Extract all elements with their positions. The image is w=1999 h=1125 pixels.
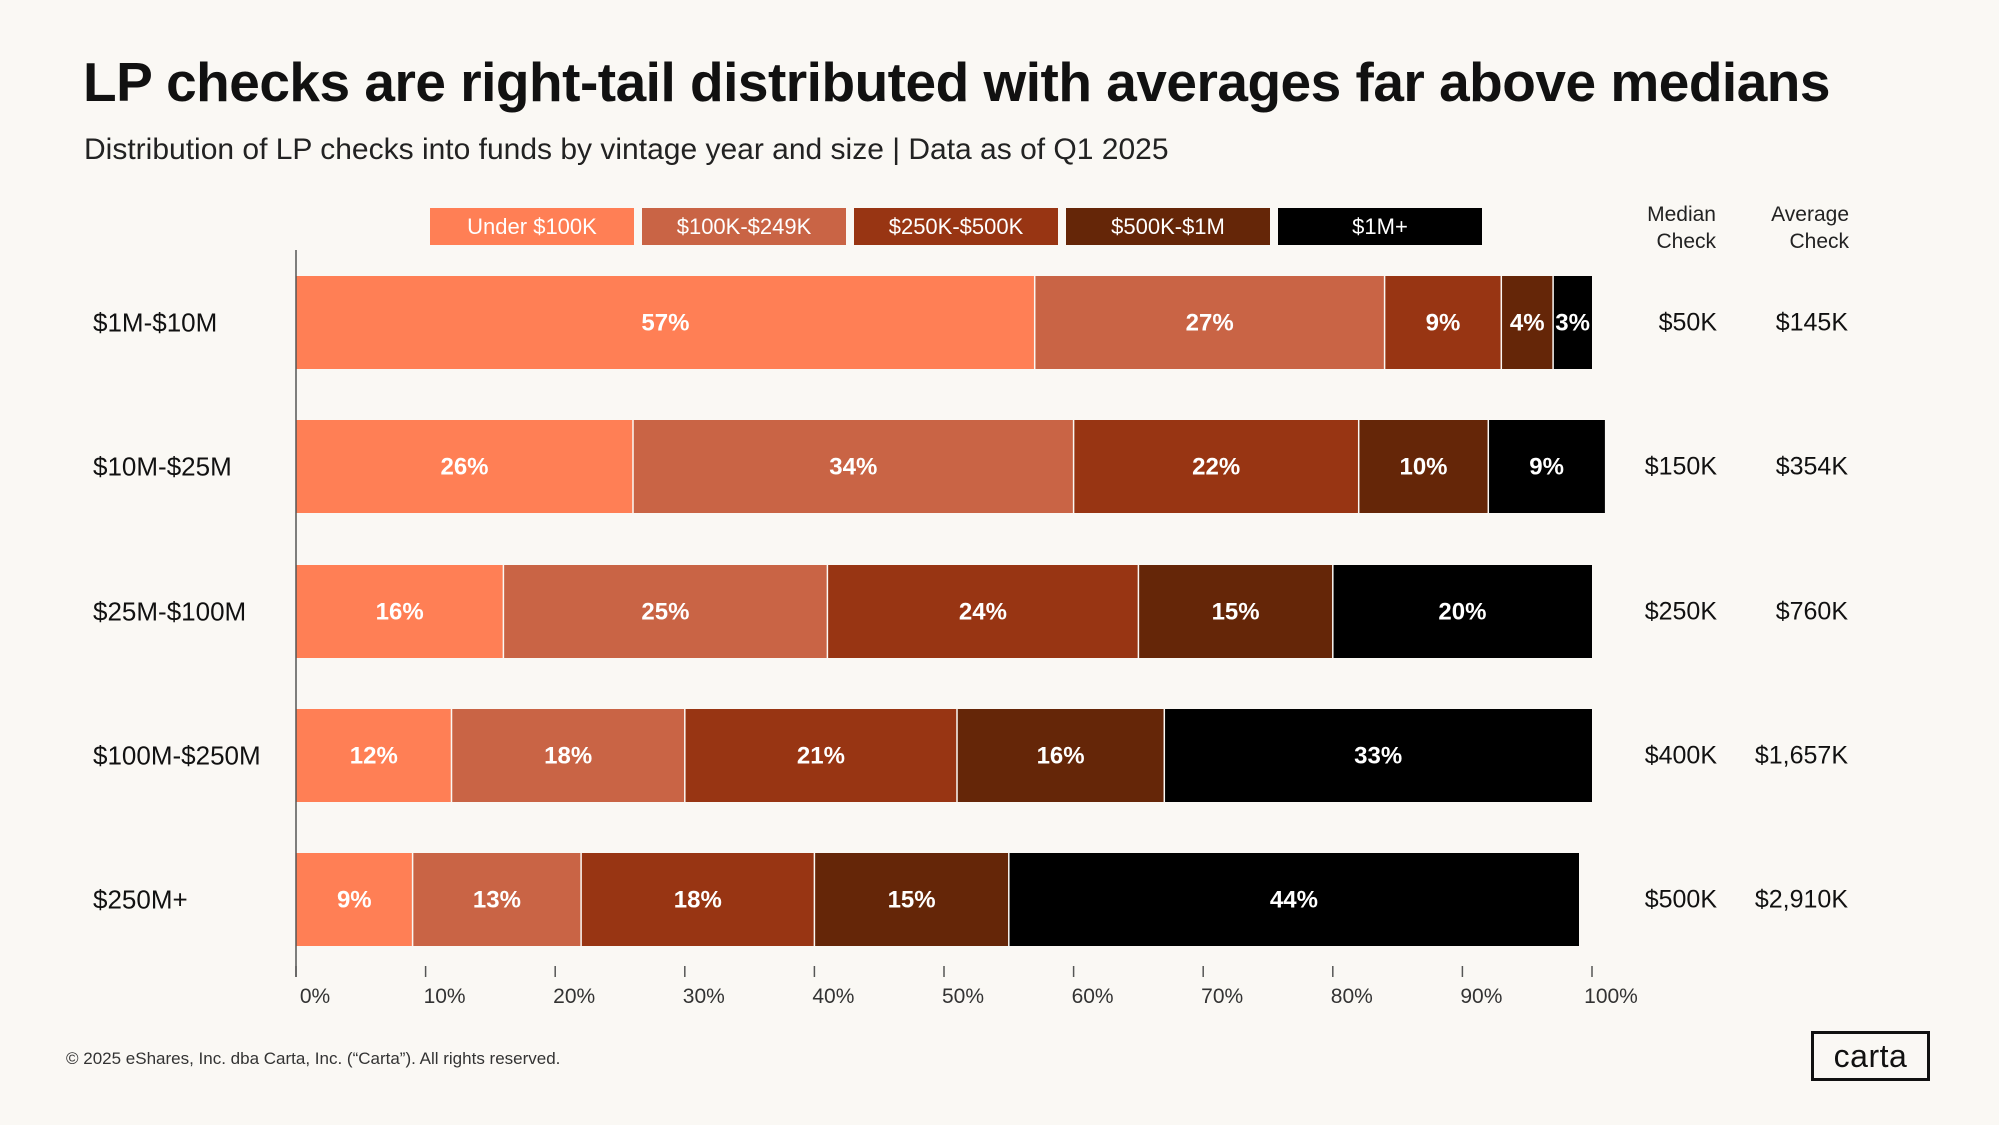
bar-segment	[296, 853, 413, 946]
median-check-value: $400K	[1644, 741, 1717, 769]
copyright: © 2025 eShares, Inc. dba Carta, Inc. (“C…	[66, 1049, 561, 1068]
data-label: 57%	[641, 310, 689, 337]
data-label: 9%	[337, 887, 372, 914]
bar-segment	[296, 565, 504, 658]
bar-segment	[296, 420, 633, 513]
x-tick-label: 60%	[1072, 985, 1114, 1008]
data-label: 22%	[1192, 454, 1240, 481]
category-label: $25M-$100M	[93, 596, 247, 626]
x-tick-label: 100%	[1584, 985, 1638, 1008]
average-check-value: $145K	[1775, 308, 1848, 336]
bar-segment	[581, 853, 815, 946]
bar-segment	[296, 709, 452, 802]
bar-segment	[633, 420, 1074, 513]
x-tick-label: 80%	[1331, 985, 1373, 1008]
median-check-value: $500K	[1644, 885, 1717, 913]
bar-segment	[1164, 709, 1592, 802]
data-label: 21%	[797, 743, 845, 770]
average-check-value: $2,910K	[1754, 885, 1848, 913]
bar-segment	[503, 565, 828, 658]
category-label: $100M-$250M	[93, 740, 261, 770]
carta-logo: carta	[1811, 1031, 1930, 1081]
data-label: 34%	[829, 454, 877, 481]
data-label: 20%	[1438, 599, 1486, 626]
average-header-line1: Average	[1771, 203, 1849, 226]
chart-subtitle: Distribution of LP checks into funds by …	[84, 133, 1169, 166]
data-label: 9%	[1529, 454, 1564, 481]
median-header-line2: Check	[1656, 230, 1716, 253]
data-label: 15%	[1212, 599, 1260, 626]
data-label: 13%	[473, 887, 521, 914]
median-check-value: $150K	[1644, 452, 1717, 480]
chart-title: LP checks are right-tail distributed wit…	[83, 51, 1830, 113]
median-check-value: $250K	[1644, 597, 1717, 625]
bar-segment	[451, 709, 685, 802]
data-label: 9%	[1426, 310, 1461, 337]
data-label: 24%	[959, 599, 1007, 626]
data-label: 33%	[1354, 743, 1402, 770]
data-label: 25%	[641, 599, 689, 626]
bar-segment	[296, 276, 1035, 369]
bar-segment	[1501, 276, 1554, 369]
category-label: $10M-$25M	[93, 451, 232, 481]
bar-segment	[412, 853, 582, 946]
x-tick-label: 90%	[1460, 985, 1502, 1008]
bar-segment	[1358, 420, 1489, 513]
data-label: 15%	[888, 887, 936, 914]
data-label: 44%	[1270, 887, 1318, 914]
legend-item: $250K-$500K	[854, 208, 1058, 245]
data-label: 26%	[440, 454, 488, 481]
bar-segment	[684, 709, 957, 802]
x-tick-label: 70%	[1201, 985, 1243, 1008]
bar-segment	[1332, 565, 1592, 658]
category-label: $250M+	[93, 884, 188, 914]
average-check-value: $760K	[1775, 597, 1848, 625]
x-tick-label: 50%	[942, 985, 984, 1008]
data-label: 27%	[1186, 310, 1234, 337]
data-label: 16%	[376, 599, 424, 626]
legend-item: $1M+	[1278, 208, 1482, 245]
average-check-value: $354K	[1775, 452, 1848, 480]
bar-segment	[957, 709, 1165, 802]
category-label: $1M-$10M	[93, 307, 218, 337]
bar-segment	[1138, 565, 1333, 658]
data-label: 18%	[674, 887, 722, 914]
x-tick-label: 0%	[300, 985, 330, 1008]
median-header-line1: Median	[1647, 203, 1716, 226]
x-tick-label: 20%	[553, 985, 595, 1008]
bar-segment	[1384, 276, 1502, 369]
data-label: 16%	[1037, 743, 1085, 770]
bar-segment	[1008, 853, 1579, 946]
median-check-value: $50K	[1658, 308, 1717, 336]
x-tick-label: 40%	[812, 985, 854, 1008]
bar-segment	[1073, 420, 1359, 513]
bar-segment	[827, 565, 1139, 658]
average-header-line2: Check	[1789, 230, 1849, 253]
data-label: 10%	[1399, 454, 1447, 481]
legend-item: $100K-$249K	[642, 208, 846, 245]
average-check-header: Average Check	[1739, 201, 1849, 255]
legend-item: Under $100K	[430, 208, 634, 245]
average-check-value: $1,657K	[1754, 741, 1848, 769]
x-tick-label: 30%	[683, 985, 725, 1008]
legend-item: $500K-$1M	[1066, 208, 1270, 245]
data-label: 4%	[1510, 310, 1545, 337]
data-label: 12%	[350, 743, 398, 770]
median-check-header: Median Check	[1606, 201, 1716, 255]
data-label: 18%	[544, 743, 592, 770]
bar-segment	[1034, 276, 1385, 369]
bar-segment	[814, 853, 1009, 946]
x-tick-label: 10%	[424, 985, 466, 1008]
